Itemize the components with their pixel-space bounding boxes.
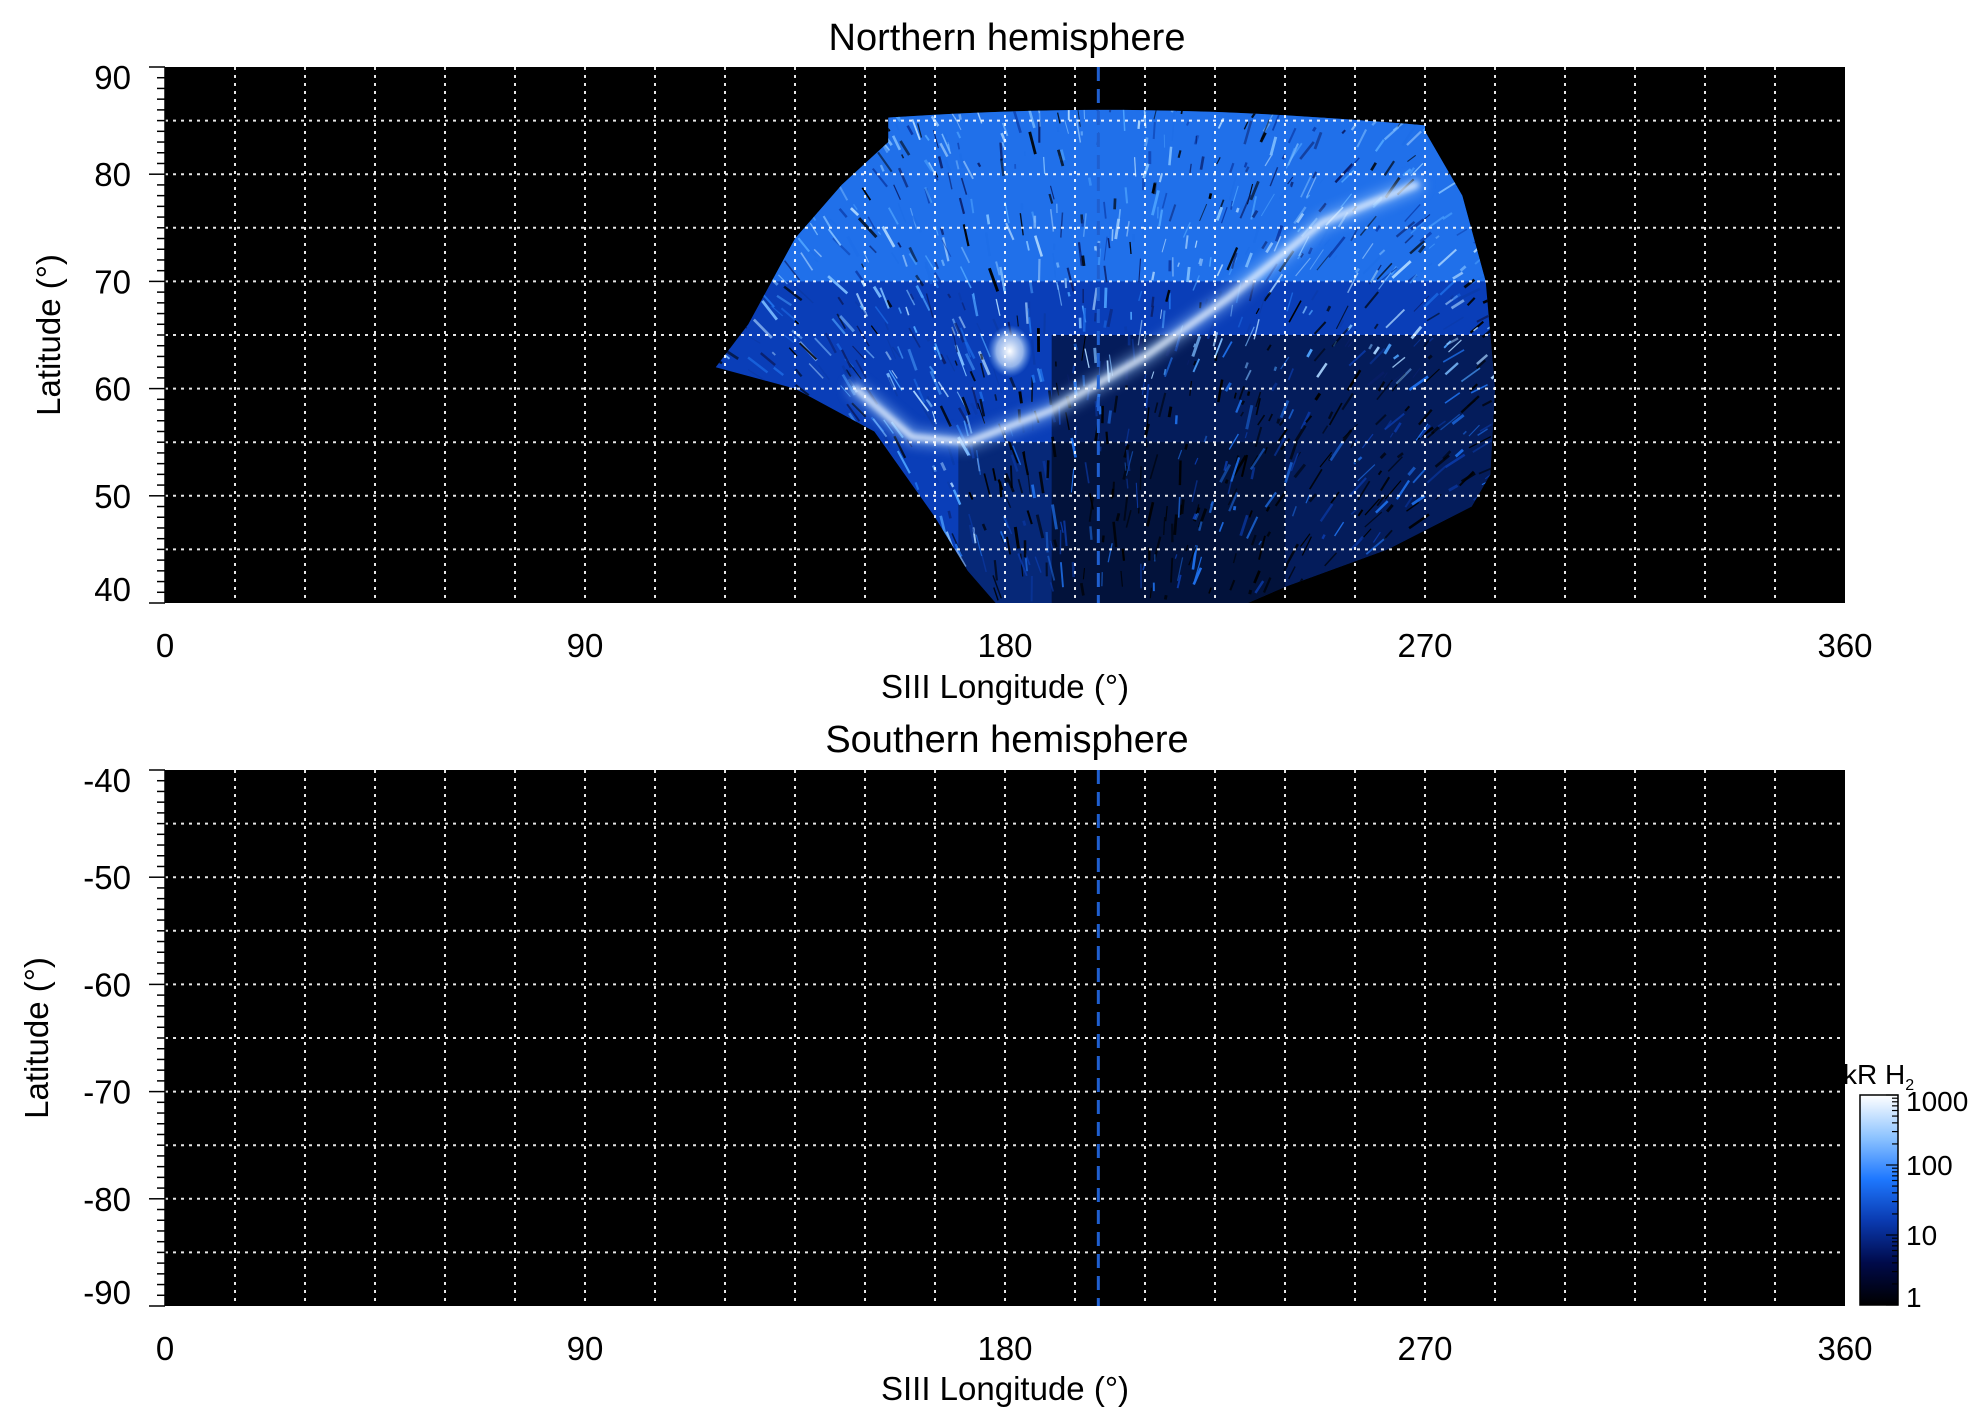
x-tick-label: 360 [1817, 627, 1872, 664]
south-x-axis-label: SIII Longitude (°) [881, 1370, 1129, 1407]
y-tick-label: -70 [83, 1074, 131, 1111]
bright-spot [987, 325, 1032, 378]
y-tick-label: -90 [83, 1274, 131, 1311]
y-tick-label: -50 [83, 859, 131, 896]
north-title: Northern hemisphere [829, 17, 1186, 59]
y-tick-label: -40 [83, 762, 131, 799]
colorbar-tick-label: 100 [1906, 1150, 1953, 1181]
y-tick-label: 80 [94, 156, 131, 193]
y-tick-label: -60 [83, 966, 131, 1003]
north-y-axis-label: Latitude (°) [30, 254, 67, 416]
north-emission-region [715, 109, 1495, 604]
colorbar-title: kR H2 [1843, 1059, 1914, 1094]
x-tick-label: 0 [156, 1330, 174, 1367]
colorbar-title-main: kR H [1843, 1059, 1905, 1090]
north-x-axis-label: SIII Longitude (°) [881, 668, 1129, 705]
x-tick-label: 270 [1397, 627, 1452, 664]
colorbar-tick-label: 1 [1906, 1282, 1922, 1313]
x-tick-label: 90 [567, 1330, 604, 1367]
y-tick-label: 70 [94, 263, 131, 300]
south-y-tick-labels: -40 -50 -60 -70 -80 -90 [83, 762, 131, 1311]
north-x-tick-labels: 0 90 180 270 360 [156, 627, 1873, 664]
colorbar-tick-label: 10 [1906, 1220, 1937, 1251]
south-panel: Southern hemisphere 0 90 180 270 360 -40-50-… [18, 719, 1873, 1407]
colorbar-title-subscript: 2 [1905, 1077, 1914, 1094]
north-grid [165, 67, 1845, 603]
colorbar-gradient [1859, 1094, 1899, 1306]
colorbar-ticks: 1 10 100 1000 [1886, 1086, 1968, 1313]
south-axis-ticks [149, 769, 166, 1307]
emission-texture [715, 109, 1495, 604]
north-y-tick-labels: 40 50 60 70 80 90 [94, 59, 131, 608]
south-title: Southern hemisphere [825, 719, 1188, 761]
x-tick-label: 0 [156, 627, 174, 664]
x-tick-label: 180 [977, 627, 1032, 664]
y-tick-label: 40 [94, 571, 131, 608]
y-tick-label: 60 [94, 371, 131, 408]
x-tick-label: 270 [1397, 1330, 1452, 1367]
y-tick-label: -80 [83, 1181, 131, 1218]
south-x-tick-labels: 0 90 180 270 360 [156, 1330, 1873, 1367]
x-tick-label: 90 [567, 627, 604, 664]
y-tick-label: 50 [94, 478, 131, 515]
north-panel: Northern hemisphere 0 90 180 270 360 40 50 60 7… [30, 17, 1873, 705]
north-axis-ticks [149, 66, 166, 604]
colorbar-tick-label: 1000 [1906, 1086, 1968, 1117]
south-grid [165, 770, 1845, 1306]
y-tick-label: 90 [94, 59, 131, 96]
colorbar: kR H2 1 10 100 1000 [1843, 1059, 1968, 1313]
south-y-axis-label: Latitude (°) [18, 957, 55, 1119]
x-tick-label: 180 [977, 1330, 1032, 1367]
x-tick-label: 360 [1817, 1330, 1872, 1367]
